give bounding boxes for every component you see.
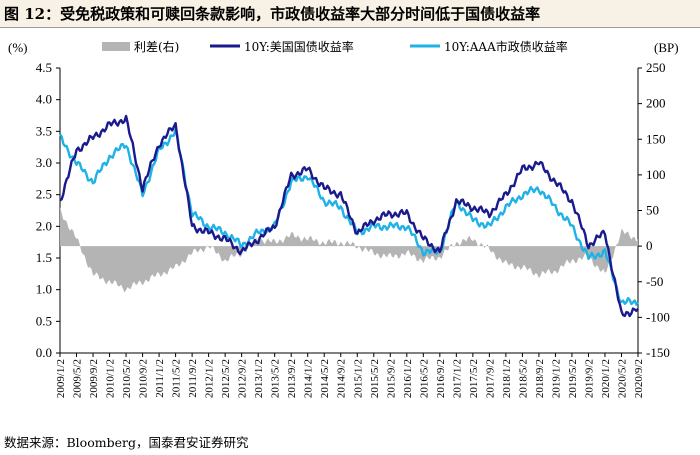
x-tick-label: 2019/1/2	[550, 359, 562, 398]
x-tick-label: 2018/9/2	[534, 359, 546, 398]
right-tick-label: 100	[646, 167, 666, 182]
x-tick-label: 2010/9/2	[138, 359, 150, 398]
x-tick-label: 2016/1/2	[402, 359, 414, 398]
legend-swatch-spread	[102, 42, 130, 51]
legend-label-treasury: 10Y:美国国债收益率	[244, 39, 354, 54]
x-tick-label: 2017/1/2	[451, 359, 463, 398]
x-tick-label: 2017/9/2	[484, 359, 496, 398]
right-tick-label: 200	[646, 96, 666, 111]
spread-area-fill	[60, 207, 638, 293]
left-tick-label: 1.5	[36, 250, 52, 265]
left-tick-label: 4.0	[36, 92, 52, 107]
figure-title: 图 12：受免税政策和可赎回条款影响，市政债收益率大部分时间低于国债收益率	[4, 5, 541, 23]
left-tick-label: 3.5	[36, 123, 52, 138]
x-tick-label: 2013/9/2	[286, 359, 298, 398]
right-tick-label: 250	[646, 60, 666, 75]
treasury-yield-line	[59, 114, 639, 318]
data-source: 数据来源：Bloomberg，国泰君安证券研究	[4, 435, 249, 450]
legend: 利差(右) 10Y:美国国债收益率 10Y:AAA市政债收益率	[102, 39, 568, 54]
x-tick-label: 2018/1/2	[501, 359, 513, 398]
right-tick-label: -50	[646, 274, 663, 289]
x-tick-label: 2012/1/2	[204, 359, 216, 398]
x-tick-label: 2020/5/2	[616, 359, 628, 398]
left-tick-label: 3.0	[36, 155, 52, 170]
right-tick-label: 50	[646, 203, 659, 218]
x-tick-label: 2011/1/2	[154, 359, 166, 398]
left-tick-label: 1.0	[36, 282, 52, 297]
left-tick-label: 0.0	[36, 345, 52, 360]
x-tick-label: 2012/9/2	[237, 359, 249, 398]
x-tick-label: 2010/5/2	[121, 359, 133, 398]
x-tick-label: 2016/9/2	[435, 359, 447, 398]
x-tick-label: 2014/1/2	[303, 359, 315, 398]
title-bar: 图 12：受免税政策和可赎回条款影响，市政债收益率大部分时间低于国债收益率	[0, 0, 700, 28]
right-axis-unit: (BP)	[654, 40, 679, 55]
chart: (%) (BP) 0.0 0.5 1.0 1.5 2.0 2.5 3.0 3.5 4.0 4.5 -…	[8, 39, 679, 398]
x-tick-label: 2015/5/2	[369, 359, 381, 398]
legend-label-municipal: 10Y:AAA市政债收益率	[444, 39, 568, 54]
legend-label-spread: 利差(右)	[134, 39, 179, 54]
municipal-yield-line	[59, 127, 639, 306]
x-tick-label: 2011/9/2	[187, 359, 199, 398]
x-tick-label: 2014/9/2	[336, 359, 348, 398]
x-tick-label: 2010/1/2	[105, 359, 117, 398]
x-tick-label: 2020/9/2	[633, 359, 645, 398]
x-tick-label: 2019/5/2	[567, 359, 579, 398]
right-tick-label: -100	[646, 309, 670, 324]
x-tick-label: 2015/1/2	[352, 359, 364, 398]
x-tick-label: 2014/5/2	[319, 359, 331, 398]
x-tick-label: 2013/5/2	[270, 359, 282, 398]
x-tick-label: 2019/9/2	[583, 359, 595, 398]
x-tick-label: 2015/9/2	[385, 359, 397, 398]
left-tick-label: 2.5	[36, 187, 52, 202]
left-tick-label: 4.5	[36, 60, 52, 75]
left-tick-label: 0.5	[36, 313, 52, 328]
right-tick-label: 0	[646, 238, 653, 253]
x-tick-label: 2009/9/2	[88, 359, 100, 398]
x-tick-label: 2012/5/2	[220, 359, 232, 398]
x-tick-label: 2011/5/2	[171, 359, 183, 398]
left-tick-label: 2.0	[36, 218, 52, 233]
x-tick-label: 2020/1/2	[600, 359, 612, 398]
right-tick-label: -150	[646, 345, 670, 360]
x-tick-label: 2009/5/2	[72, 359, 84, 398]
axes: 0.0 0.5 1.0 1.5 2.0 2.5 3.0 3.5 4.0 4.5 -150 -100 -5…	[36, 60, 670, 398]
x-tick-label: 2009/1/2	[55, 359, 67, 398]
right-tick-label: 150	[646, 131, 666, 146]
x-tick-label: 2016/5/2	[418, 359, 430, 398]
series-lines	[59, 114, 639, 318]
x-tick-label: 2018/5/2	[517, 359, 529, 398]
left-axis-unit: (%)	[8, 40, 28, 55]
spread-area	[60, 207, 638, 293]
x-tick-label: 2013/1/2	[253, 359, 265, 398]
x-tick-label: 2017/5/2	[468, 359, 480, 398]
